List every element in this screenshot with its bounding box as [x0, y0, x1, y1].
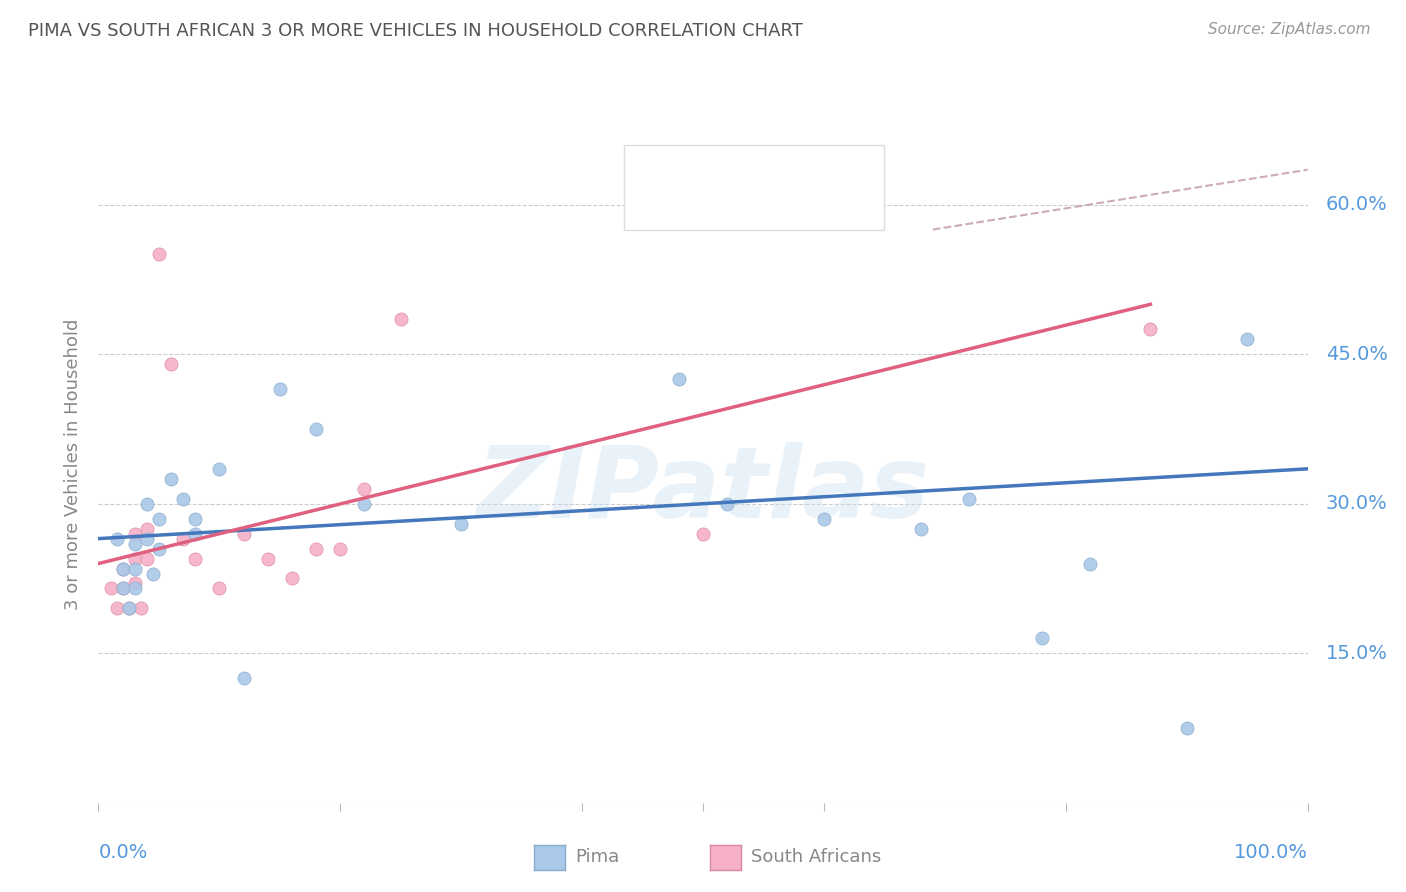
Text: 30.0%: 30.0% [1326, 494, 1388, 513]
Point [208, 582, 231, 596]
Point [184, 511, 207, 525]
Text: PIMA VS SOUTH AFRICAN 3 OR MORE VEHICLES IN HOUSEHOLD CORRELATION CHART: PIMA VS SOUTH AFRICAN 3 OR MORE VEHICLES… [28, 22, 803, 40]
Point [111, 582, 134, 596]
Text: 100.0%: 100.0% [1233, 844, 1308, 863]
Point [105, 601, 128, 615]
Point [142, 566, 165, 581]
Point [281, 572, 304, 586]
Point [135, 532, 157, 546]
Text: R = 0.250   N = 31: R = 0.250 N = 31 [678, 161, 863, 180]
Point [135, 497, 157, 511]
Point [389, 312, 412, 326]
Point [692, 526, 714, 541]
Point [957, 491, 980, 506]
Point [148, 247, 170, 261]
Point [668, 372, 690, 386]
Point [813, 511, 835, 525]
Text: 0.0%: 0.0% [98, 844, 148, 863]
Point [124, 582, 146, 596]
Point [184, 551, 207, 566]
Point [305, 541, 328, 556]
Text: R = 0.486   N = 28: R = 0.486 N = 28 [678, 202, 863, 221]
Point [124, 536, 146, 550]
Point [160, 472, 183, 486]
Point [716, 497, 738, 511]
Point [124, 551, 146, 566]
Point [105, 532, 128, 546]
Point [111, 582, 134, 596]
Text: South Africans: South Africans [751, 848, 882, 866]
Y-axis label: 3 or more Vehicles in Household: 3 or more Vehicles in Household [65, 318, 83, 609]
Text: 15.0%: 15.0% [1326, 644, 1388, 663]
Point [111, 561, 134, 575]
Point [208, 462, 231, 476]
Point [124, 526, 146, 541]
Point [135, 551, 157, 566]
Point [100, 582, 122, 596]
Point [305, 422, 328, 436]
Point [329, 541, 352, 556]
Point [232, 526, 254, 541]
Point [1078, 557, 1101, 571]
Point [135, 522, 157, 536]
Text: 45.0%: 45.0% [1326, 344, 1388, 364]
Point [1139, 322, 1161, 336]
Point [129, 601, 152, 615]
Point [184, 526, 207, 541]
Point [450, 516, 472, 531]
Point [124, 576, 146, 591]
Point [148, 541, 170, 556]
Point [1175, 721, 1198, 735]
Point [910, 522, 932, 536]
Point [1031, 632, 1053, 646]
Point [232, 671, 254, 685]
Point [172, 491, 194, 506]
Point [118, 601, 141, 615]
Text: Source: ZipAtlas.com: Source: ZipAtlas.com [1208, 22, 1371, 37]
Point [148, 511, 170, 525]
Point [118, 601, 141, 615]
Point [256, 551, 278, 566]
Point [160, 357, 183, 371]
Point [124, 561, 146, 575]
Point [111, 561, 134, 575]
Point [1236, 332, 1258, 346]
Point [172, 532, 194, 546]
Point [353, 482, 375, 496]
Point [269, 382, 291, 396]
Text: 60.0%: 60.0% [1326, 195, 1388, 214]
Text: ZIPatlas: ZIPatlas [477, 442, 929, 540]
Point [353, 497, 375, 511]
Text: Pima: Pima [575, 848, 619, 866]
